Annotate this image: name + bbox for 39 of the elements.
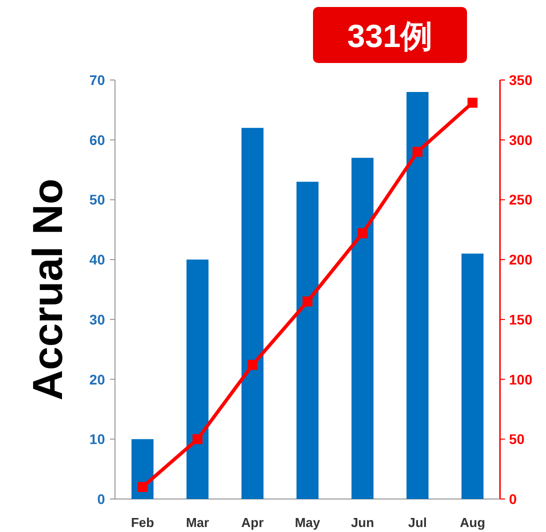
y2-tick-label: 300: [509, 132, 533, 148]
y2-tick-label: 100: [509, 371, 533, 388]
bar: [462, 254, 484, 499]
point: [358, 228, 368, 238]
point: [468, 98, 478, 108]
x-tick-label: Mar: [186, 515, 210, 530]
y2-tick-label: 250: [509, 192, 533, 208]
y-tick-label: 0: [97, 491, 106, 507]
y2-tick-label: 200: [509, 252, 533, 268]
y2-tick-label: 350: [509, 72, 533, 88]
point: [192, 434, 202, 444]
y-axis-title: Accrual No: [24, 178, 71, 400]
y-tick-label: 50: [89, 192, 106, 208]
annotation: 331例: [311, 5, 469, 65]
point: [138, 482, 148, 492]
bar: [406, 92, 428, 499]
x-tick-label: Apr: [241, 515, 264, 530]
y-tick-label: 40: [89, 252, 106, 268]
y2-tick-label: 150: [509, 311, 533, 328]
bar: [296, 182, 318, 499]
y2-tick-label: 0: [509, 491, 517, 507]
y-tick-label: 30: [89, 311, 106, 328]
y-tick-label: 20: [89, 371, 106, 388]
y2-tick-label: 50: [509, 431, 525, 448]
point: [248, 360, 258, 370]
point: [302, 296, 312, 306]
y-tick-label: 10: [89, 431, 106, 448]
bar: [132, 439, 154, 499]
x-tick-label: Jun: [350, 515, 374, 530]
bar: [352, 158, 374, 499]
bar: [242, 128, 264, 499]
x-tick-label: Feb: [130, 515, 154, 530]
point: [412, 146, 422, 157]
y-tick-label: 60: [89, 132, 106, 148]
x-tick-label: Jul: [408, 515, 427, 530]
x-tick-label: Aug: [460, 515, 486, 530]
x-tick-label: May: [294, 515, 321, 530]
bar: [186, 260, 208, 499]
y-tick-label: 70: [89, 72, 106, 88]
